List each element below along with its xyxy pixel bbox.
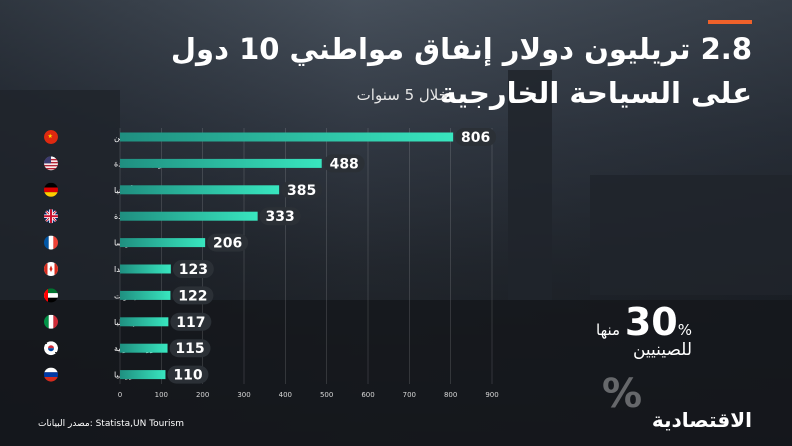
canada-flag-icon bbox=[44, 262, 58, 276]
value-bubble bbox=[323, 154, 365, 173]
russia-flag-icon bbox=[44, 367, 58, 382]
highlight-text: للصينيين bbox=[632, 340, 692, 360]
value-label: 488 bbox=[330, 156, 359, 172]
bar bbox=[120, 185, 280, 195]
value-label: 117 bbox=[176, 315, 205, 331]
value-label: 385 bbox=[287, 183, 316, 199]
x-tick-label: 0 bbox=[118, 391, 122, 399]
x-tick-label: 100 bbox=[155, 391, 168, 399]
germany-flag-icon bbox=[44, 182, 58, 197]
value-label: 110 bbox=[173, 368, 202, 384]
x-tick-label: 900 bbox=[485, 391, 498, 399]
x-tick-label: 800 bbox=[444, 391, 457, 399]
x-tick-label: 300 bbox=[237, 391, 250, 399]
value-label: 123 bbox=[179, 262, 208, 278]
value-label: 115 bbox=[175, 341, 204, 357]
value-bubble bbox=[172, 286, 214, 305]
value-bubble bbox=[170, 312, 212, 331]
x-tick-label: 400 bbox=[279, 391, 292, 399]
value-bubble bbox=[259, 207, 301, 226]
highlight-number: 30 bbox=[624, 300, 678, 344]
x-tick-label: 600 bbox=[361, 391, 374, 399]
title-line-1: 2.8 تريليون دولار إنفاق مواطني 10 دول bbox=[170, 32, 752, 66]
bar bbox=[120, 343, 168, 353]
bar bbox=[120, 238, 206, 248]
value-label: 333 bbox=[266, 209, 295, 225]
usa-flag-icon bbox=[44, 156, 58, 171]
bar bbox=[120, 264, 171, 274]
bar bbox=[120, 317, 169, 327]
x-axis-ticks: 0 100 200 300 400 500 600 700 800 900 bbox=[118, 391, 499, 399]
uk-flag-icon bbox=[44, 209, 58, 224]
subtitle: خلال 5 سنوات bbox=[356, 86, 448, 104]
value-bubble bbox=[172, 260, 214, 278]
highlight-unit: % منها bbox=[596, 321, 692, 339]
x-tick-label: 700 bbox=[403, 391, 416, 399]
value-label: 806 bbox=[461, 130, 490, 146]
value-bubble bbox=[169, 339, 211, 358]
south-korea-flag-icon bbox=[44, 341, 58, 356]
svg-text:★: ★ bbox=[48, 133, 53, 140]
background-building-left bbox=[0, 90, 120, 340]
bar bbox=[120, 211, 258, 221]
bar bbox=[120, 132, 454, 142]
x-tick-label: 500 bbox=[320, 391, 333, 399]
value-bubble bbox=[455, 128, 497, 146]
background-hall bbox=[590, 175, 792, 295]
percent-watermark: % bbox=[602, 371, 643, 417]
x-tick-label: 200 bbox=[196, 391, 209, 399]
logo: الاقتصادية bbox=[651, 408, 752, 432]
value-label: 206 bbox=[213, 236, 242, 252]
background-tower bbox=[508, 70, 552, 310]
uae-flag-icon bbox=[44, 288, 58, 303]
chart-bars: ★الصين806الولايات المتحدة488ألمانيا385ال… bbox=[44, 128, 497, 384]
value-bubble bbox=[167, 365, 209, 384]
value-bubble bbox=[281, 180, 323, 199]
italy-flag-icon bbox=[44, 314, 58, 329]
china-flag-icon: ★ bbox=[44, 130, 58, 144]
bar bbox=[120, 290, 171, 300]
source-note: مصدر البيانات: Statista,UN Tourism bbox=[38, 419, 184, 429]
france-flag-icon bbox=[44, 235, 58, 250]
value-label: 122 bbox=[178, 288, 207, 304]
chart-grid bbox=[119, 128, 493, 384]
value-bubble bbox=[207, 233, 249, 252]
highlight-stat: 30% منها للصينيين bbox=[596, 300, 692, 360]
title-accent-bar bbox=[708, 20, 752, 24]
bar bbox=[120, 158, 322, 168]
title-line-2: على السياحة الخارجية bbox=[439, 76, 752, 110]
bar bbox=[120, 370, 166, 380]
